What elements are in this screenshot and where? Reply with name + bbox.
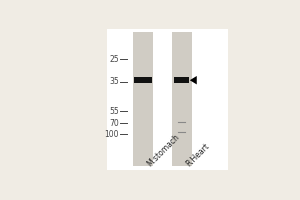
Text: 100: 100 bbox=[104, 130, 119, 139]
Text: 55: 55 bbox=[109, 107, 119, 116]
Bar bbox=[134, 77, 152, 83]
Bar bbox=[107, 29, 228, 170]
Text: 35: 35 bbox=[109, 77, 119, 86]
Bar bbox=[174, 77, 189, 83]
Bar bbox=[172, 32, 191, 166]
Text: 25: 25 bbox=[109, 55, 119, 64]
Bar bbox=[134, 32, 153, 166]
Text: R.Heart: R.Heart bbox=[184, 141, 211, 168]
Text: 70: 70 bbox=[109, 119, 119, 128]
Text: M.stomach: M.stomach bbox=[146, 132, 182, 168]
Polygon shape bbox=[190, 76, 197, 84]
